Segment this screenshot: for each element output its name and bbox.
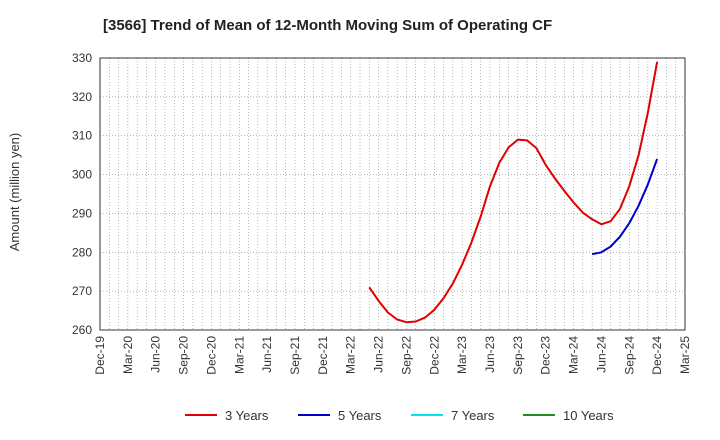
axes: 260 270 280 290 300 310 320 330 Dec-19 Mar-20 Jun-… [72,51,692,375]
y-tick-label: 320 [72,90,92,104]
legend-label-5-years: 5 Years [338,408,382,423]
x-tick-label: Jun-24 [594,336,608,373]
x-tick-label: Dec-24 [650,336,664,375]
y-tick-label: 290 [72,206,92,220]
y-tick-label: 270 [72,284,92,298]
x-tick-label: Dec-23 [539,336,553,375]
x-tick-label: Mar-20 [121,336,135,374]
y-tick-label: 280 [72,245,92,259]
x-tick-label: Mar-21 [232,336,246,374]
x-tick-label: Sep-21 [288,336,302,375]
y-tick-label: 310 [72,129,92,143]
y-tick-label: 330 [72,51,92,65]
x-tick-label: Dec-20 [204,336,218,375]
legend: 3 Years 5 Years 7 Years 10 Years [185,408,614,423]
x-tick-label: Sep-22 [399,336,413,375]
legend-label-3-years: 3 Years [225,408,269,423]
plot-frame [99,57,686,331]
chart-title: [3566] Trend of Mean of 12-Month Moving … [103,17,552,34]
x-tick-label: Jun-21 [260,336,274,373]
series-layer [368,61,659,324]
x-tick-label: Sep-23 [511,336,525,375]
x-tick-label: Mar-23 [455,336,469,374]
legend-label-7-years: 7 Years [451,408,495,423]
series-line-5-years [591,158,659,256]
series-line-3-years [368,61,659,324]
y-tick-label: 300 [72,168,92,182]
x-tick-label: Jun-23 [483,336,497,373]
x-tick-label: Sep-24 [622,336,636,375]
y-axis-label: Amount (million yen) [7,133,22,252]
x-tick-label: Jun-22 [372,336,386,373]
grid [100,57,685,330]
y-tick-label: 260 [72,323,92,337]
legend-label-10-years: 10 Years [563,408,614,423]
x-tick-label: Mar-25 [678,336,692,374]
x-tick-label: Dec-22 [427,336,441,375]
x-tick-label: Dec-21 [316,336,330,375]
x-tick-label: Sep-20 [177,336,191,375]
x-tick-label: Mar-24 [567,336,581,374]
x-tick-label: Jun-20 [149,336,163,373]
x-tick-label: Mar-22 [344,336,358,374]
x-tick-label: Dec-19 [93,336,107,375]
